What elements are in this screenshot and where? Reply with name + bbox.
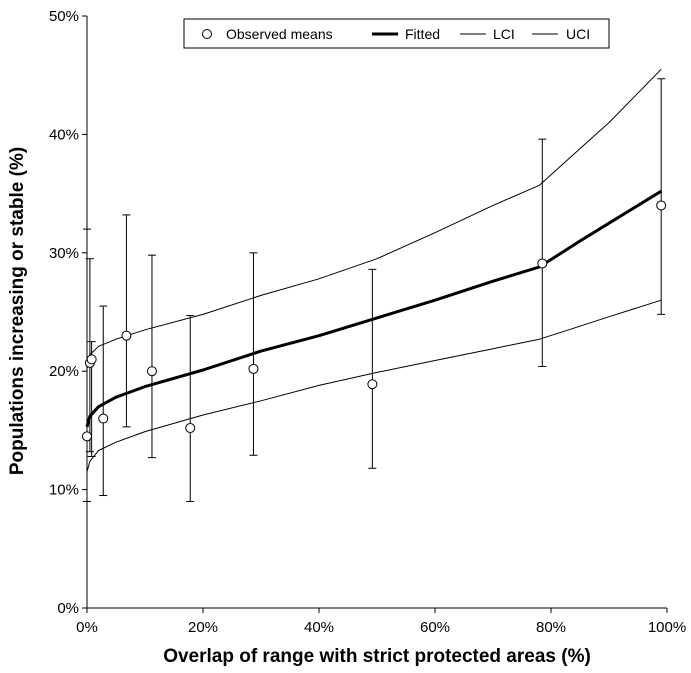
ticks: 0% 10% 20% 30% 40% 50% 0% 20% 40% 60% 80% 100% [49,8,686,636]
x-tick-label: 40% [304,619,334,636]
y-tick-label: 10% [49,482,79,499]
legend-label-lci: LCI [493,26,515,42]
series-lines [85,68,662,472]
observed-point [656,200,667,211]
observed-point [248,363,259,374]
observed-points [82,200,667,442]
observed-point [121,330,132,341]
x-tick-label: 100% [648,619,686,636]
legend: Observed means Fitted LCI UCI [183,18,610,49]
observed-point [98,413,109,424]
series-line-uci [86,68,662,369]
legend-label-uci: UCI [566,26,590,42]
axes [86,16,667,609]
observed-point [82,431,92,442]
x-tick-label: 80% [536,619,566,636]
y-tick-label: 40% [49,126,79,143]
x-tick-label: 0% [76,619,98,636]
observed-point [185,423,196,434]
y-tick-label: 0% [57,600,79,617]
y-axis-title: Populations increasing or stable (%) [7,147,28,475]
legend-marker-observed [202,29,212,39]
x-tick-label: 20% [188,619,218,636]
y-tick-label: 20% [49,363,79,380]
legend-label-observed: Observed means [226,26,333,42]
observed-point [367,379,378,390]
y-tick-label: 30% [49,245,79,262]
y-tick-label: 50% [49,8,79,25]
observed-point [537,258,548,269]
error-bars [83,78,666,502]
observed-point [86,354,97,365]
series-line-lci [86,299,662,472]
series-line-fitted [85,189,662,428]
x-axis-title: Overlap of range with strict protected a… [163,646,591,667]
legend-label-fitted: Fitted [405,26,440,42]
observed-point [146,366,157,377]
x-tick-label: 60% [420,619,450,636]
